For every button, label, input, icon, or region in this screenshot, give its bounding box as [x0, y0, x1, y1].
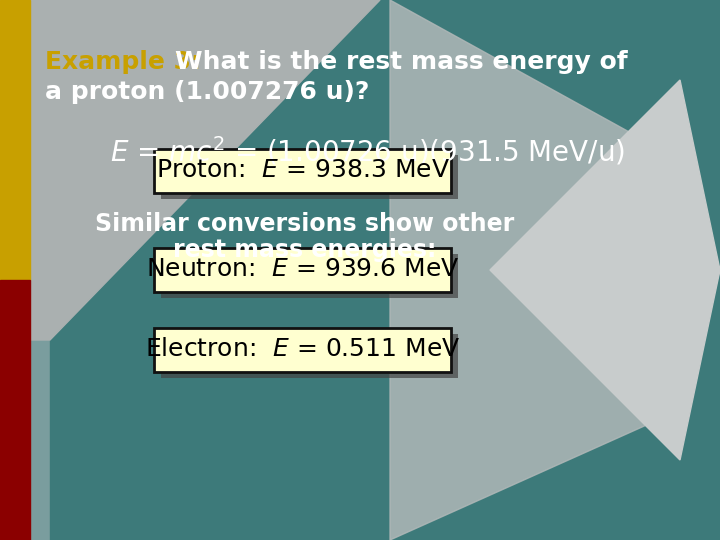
- Bar: [0, 280, 30, 540]
- FancyBboxPatch shape: [161, 334, 458, 378]
- Polygon shape: [50, 0, 720, 540]
- Text: Electron:  $E$ = 0.511 MeV: Electron: $E$ = 0.511 MeV: [145, 337, 461, 361]
- Text: rest mass energies:: rest mass energies:: [174, 238, 437, 262]
- FancyBboxPatch shape: [154, 328, 451, 372]
- Text: Example 3:: Example 3:: [45, 50, 201, 74]
- Text: a proton (1.007276 u)?: a proton (1.007276 u)?: [45, 80, 369, 104]
- FancyBboxPatch shape: [154, 248, 451, 292]
- FancyBboxPatch shape: [154, 149, 451, 193]
- Polygon shape: [490, 80, 720, 460]
- Text: Similar conversions show other: Similar conversions show other: [95, 212, 515, 236]
- Text: $E$ = $mc^{2}$ = (1.00726 u)(931.5 MeV/u): $E$ = $mc^{2}$ = (1.00726 u)(931.5 MeV/u…: [110, 135, 625, 168]
- Text: Proton:  $E$ = 938.3 MeV: Proton: $E$ = 938.3 MeV: [156, 158, 450, 182]
- Text: What is the rest mass energy of: What is the rest mass energy of: [175, 50, 628, 74]
- Text: Neutron:  $E$ = 939.6 MeV: Neutron: $E$ = 939.6 MeV: [146, 257, 460, 281]
- Polygon shape: [0, 0, 380, 340]
- Bar: [0, 0, 30, 280]
- FancyBboxPatch shape: [161, 254, 458, 298]
- FancyBboxPatch shape: [161, 155, 458, 199]
- Polygon shape: [390, 0, 720, 540]
